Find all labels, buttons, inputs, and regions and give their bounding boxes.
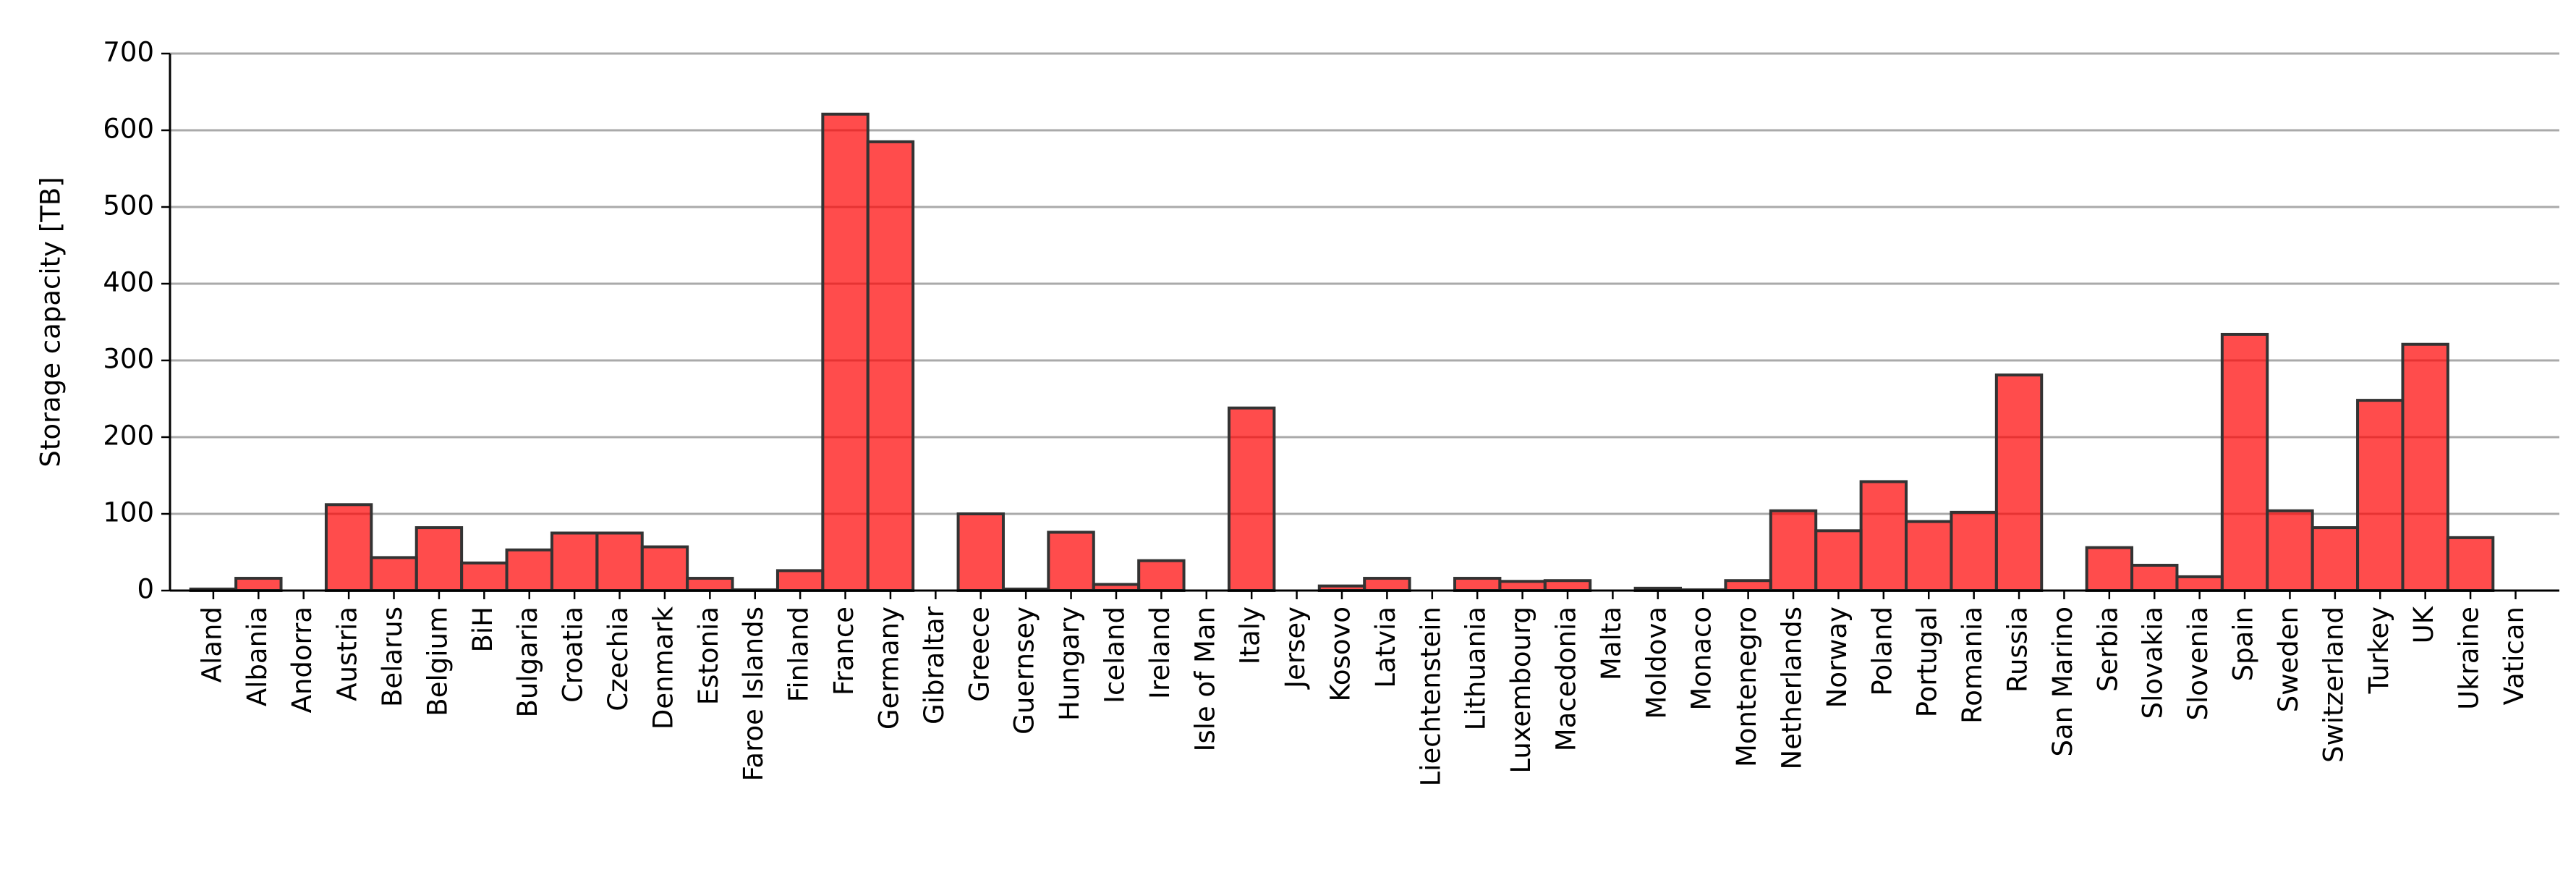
bar bbox=[1363, 577, 1411, 592]
x-tick-label: Italy bbox=[1235, 606, 1266, 664]
x-tick-label: Macedonia bbox=[1551, 606, 1582, 751]
x-tick-label: Ireland bbox=[1144, 606, 1176, 699]
x-tick-label: Albania bbox=[242, 606, 273, 706]
y-tick-label: 300 bbox=[103, 344, 154, 375]
x-tick-label: Malta bbox=[1596, 606, 1627, 680]
x-tick-label: Serbia bbox=[2092, 606, 2123, 692]
bar bbox=[2311, 526, 2360, 593]
x-tick-label: Belgium bbox=[422, 606, 453, 717]
bar bbox=[550, 531, 599, 592]
x-tick-label: Portugal bbox=[1912, 606, 1943, 717]
bar bbox=[686, 577, 734, 592]
x-tick-label: Gibraltar bbox=[919, 606, 950, 724]
x-tick-label: Guernsey bbox=[1009, 606, 1040, 735]
x-tick-label: Bulgaria bbox=[512, 606, 543, 717]
x-tick-label: Netherlands bbox=[1777, 606, 1808, 770]
x-tick-label: France bbox=[828, 606, 859, 696]
bar bbox=[821, 112, 870, 593]
x-tick-label: Croatia bbox=[558, 606, 589, 703]
x-tick-label: Aland bbox=[196, 606, 227, 682]
y-axis-label: Storage capacity [TB] bbox=[35, 177, 67, 467]
y-tick-label: 100 bbox=[103, 497, 154, 528]
y-tick-label: 500 bbox=[103, 190, 154, 221]
bar bbox=[1498, 580, 1547, 593]
x-tick-label: Austria bbox=[332, 606, 363, 701]
bar bbox=[2175, 575, 2224, 592]
x-tick-label: Belarus bbox=[377, 606, 408, 707]
bar bbox=[324, 503, 373, 593]
x-tick-label: Sweden bbox=[2273, 606, 2304, 712]
x-tick-label: Lithuania bbox=[1461, 606, 1492, 730]
x-tick-label: UK bbox=[2408, 605, 2439, 643]
bar bbox=[505, 548, 553, 593]
bar bbox=[1994, 373, 2044, 592]
bar bbox=[1543, 579, 1592, 592]
bar bbox=[1227, 406, 1276, 592]
x-tick-label: Switzerland bbox=[2318, 606, 2349, 763]
x-tick-label: Slovakia bbox=[2138, 606, 2169, 719]
bar bbox=[640, 545, 689, 593]
x-tick-label: Slovenia bbox=[2182, 606, 2214, 720]
x-tick-label: Poland bbox=[1866, 606, 1897, 696]
x-tick-label: Montenegro bbox=[1731, 606, 1762, 767]
bar bbox=[2401, 342, 2449, 592]
y-tick-label: 0 bbox=[137, 574, 154, 605]
bar bbox=[2220, 332, 2269, 592]
y-tick-label: 600 bbox=[103, 114, 154, 145]
x-tick-label: Czechia bbox=[603, 606, 634, 711]
x-tick-label: Iceland bbox=[1099, 606, 1130, 703]
bar bbox=[2130, 564, 2179, 593]
x-tick-label: Finland bbox=[783, 606, 815, 702]
bar bbox=[2446, 536, 2495, 592]
x-tick-label: Norway bbox=[1822, 606, 1853, 708]
x-tick-label: Vatican bbox=[2499, 606, 2530, 705]
x-tick-label: Latvia bbox=[1370, 606, 1401, 688]
x-tick-label: Isle of Man bbox=[1189, 606, 1220, 751]
x-tick-label: Monaco bbox=[1686, 606, 1717, 711]
bar bbox=[775, 569, 825, 593]
x-tick-label: Ukraine bbox=[2454, 606, 2485, 710]
x-tick-label: San Marino bbox=[2047, 606, 2078, 757]
bar bbox=[460, 561, 509, 593]
bar bbox=[1814, 529, 1863, 593]
y-tick-label: 700 bbox=[103, 37, 154, 68]
x-tick-label: Hungary bbox=[1054, 606, 1085, 721]
bar bbox=[415, 526, 464, 593]
x-tick-label: Greece bbox=[964, 606, 995, 702]
bar bbox=[956, 512, 1005, 592]
bar bbox=[1769, 509, 1818, 593]
x-tick-label: Andorra bbox=[286, 606, 318, 713]
x-tick-label: Romania bbox=[1957, 606, 1988, 724]
bar bbox=[1950, 510, 1998, 593]
bar bbox=[2266, 509, 2314, 593]
bar bbox=[1137, 559, 1186, 592]
x-tick-label: Denmark bbox=[647, 606, 679, 730]
x-tick-label: Liechtenstein bbox=[1415, 606, 1446, 786]
bar bbox=[1859, 480, 1908, 592]
x-tick-label: Jersey bbox=[1280, 606, 1311, 690]
x-tick-label: Germany bbox=[873, 606, 904, 730]
x-tick-label: Spain bbox=[2228, 606, 2259, 681]
x-tick-label: Faroe Islands bbox=[738, 606, 769, 781]
bar bbox=[866, 140, 915, 592]
bar bbox=[2356, 399, 2405, 592]
x-tick-label: Moldova bbox=[1641, 606, 1672, 719]
x-tick-label: BiH bbox=[467, 606, 498, 653]
bar bbox=[1724, 579, 1772, 592]
bar bbox=[234, 577, 283, 592]
bar bbox=[1905, 520, 1953, 592]
x-tick-label: Luxembourg bbox=[1505, 606, 1536, 774]
y-tick-label: 400 bbox=[103, 267, 154, 298]
x-tick-label: Kosovo bbox=[1325, 606, 1356, 702]
x-tick-label: Turkey bbox=[2363, 606, 2394, 694]
x-tick-label: Estonia bbox=[693, 606, 724, 705]
x-tick-label: Russia bbox=[2002, 606, 2033, 693]
bar bbox=[370, 556, 418, 592]
bar bbox=[595, 531, 644, 592]
bar bbox=[1453, 577, 1502, 592]
y-tick-label: 200 bbox=[103, 420, 154, 452]
bar bbox=[2085, 546, 2134, 593]
bar bbox=[1047, 531, 1095, 592]
